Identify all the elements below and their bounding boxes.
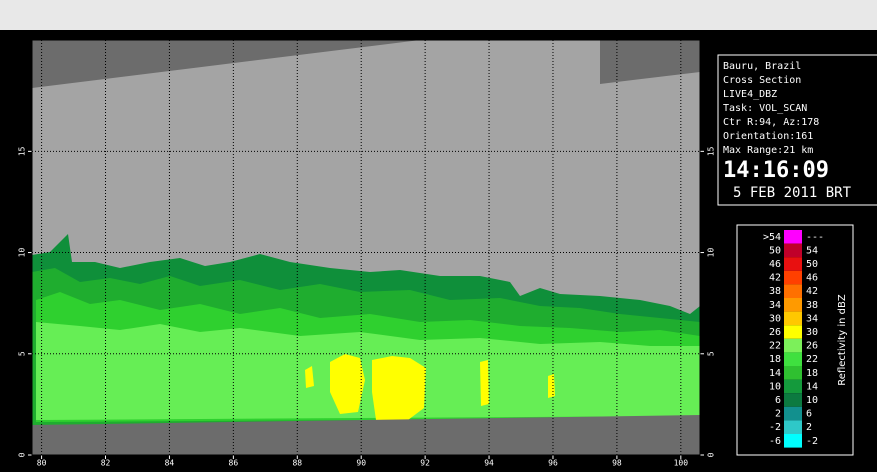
legend-low: 18 xyxy=(769,354,781,365)
legend-high: 6 xyxy=(806,409,812,420)
legend-high: 22 xyxy=(806,354,818,365)
info-line: Ctr R:94, Az:178 xyxy=(723,117,819,128)
info-line: Max Range:21 km xyxy=(723,145,813,156)
legend-low: -2 xyxy=(769,422,781,433)
x-tick-label: 96 xyxy=(548,459,558,468)
legend-swatch xyxy=(784,352,802,366)
legend-swatch xyxy=(784,270,802,285)
x-tick-label: 84 xyxy=(165,459,175,468)
legend-low: 14 xyxy=(769,368,781,379)
legend-low: 46 xyxy=(769,259,781,270)
legend-low: >54 xyxy=(763,232,781,243)
echo-core xyxy=(372,356,426,420)
info-line: Bauru, Brazil xyxy=(723,61,801,72)
legend-high: 42 xyxy=(806,286,818,297)
info-line: Task: VOL_SCAN xyxy=(723,103,807,114)
echo-core xyxy=(548,374,555,398)
x-tick-label: 88 xyxy=(292,459,302,468)
legend-low: 34 xyxy=(769,300,781,311)
legend-high: 26 xyxy=(806,341,818,352)
time: 14:16:09 xyxy=(723,158,829,183)
x-tick-label: 80 xyxy=(37,459,47,468)
legend-swatch xyxy=(784,338,802,353)
legend-swatch xyxy=(784,298,802,312)
y-tick-label: 15 xyxy=(707,146,716,156)
legend-high: 50 xyxy=(806,259,818,270)
legend-swatch xyxy=(784,325,802,339)
legend-high: 14 xyxy=(806,381,818,392)
out-of-range xyxy=(32,40,420,88)
legend-swatch xyxy=(784,420,802,434)
info-line: Orientation:161 xyxy=(723,131,813,142)
grid xyxy=(28,40,704,459)
legend-low: -6 xyxy=(769,436,781,447)
legend-high: 30 xyxy=(806,327,818,338)
legend-low: 38 xyxy=(769,286,781,297)
legend-high: -2 xyxy=(806,436,818,447)
y-tick-label: 5 xyxy=(18,351,27,356)
x-tick-label: 92 xyxy=(420,459,430,468)
legend-high: 2 xyxy=(806,422,812,433)
legend-high: 54 xyxy=(806,245,818,256)
legend-high: 10 xyxy=(806,395,818,406)
x-tick-label: 90 xyxy=(356,459,366,468)
y-tick-label: 5 xyxy=(707,351,716,356)
y-tick-label: 15 xyxy=(18,146,27,156)
x-tick-label: 86 xyxy=(229,459,239,468)
y-tick-label: 10 xyxy=(707,248,716,258)
legend-swatch xyxy=(784,406,802,421)
legend-low: 42 xyxy=(769,273,781,284)
legend-low: 26 xyxy=(769,327,781,338)
date: 5 FEB 2011 BRT xyxy=(733,185,852,201)
legend-low: 2 xyxy=(775,409,781,420)
cross-section-field xyxy=(32,40,700,455)
legend-high: --- xyxy=(806,232,824,243)
x-tick-label: 100 xyxy=(674,459,689,468)
y-tick-label: 0 xyxy=(18,452,27,457)
out-of-range xyxy=(600,40,700,84)
legend-low: 50 xyxy=(769,245,781,256)
y-tick-label: 0 xyxy=(707,452,716,457)
legend-swatch xyxy=(784,284,802,298)
legend-high: 18 xyxy=(806,368,818,379)
legend-low: 6 xyxy=(775,395,781,406)
info-panel xyxy=(717,54,877,206)
info-line: LIVE4_DBZ xyxy=(723,89,777,100)
echo-core xyxy=(480,360,489,406)
window-bar xyxy=(0,0,877,30)
legend-swatch xyxy=(784,311,802,326)
legend-high: 34 xyxy=(806,313,818,324)
y-tick-label: 10 xyxy=(18,248,27,258)
legend-high: 46 xyxy=(806,273,818,284)
legend-swatch xyxy=(784,434,802,448)
legend-low: 22 xyxy=(769,341,781,352)
x-tick-label: 82 xyxy=(101,459,111,468)
echo-level xyxy=(36,322,700,420)
legend-swatch xyxy=(784,393,802,407)
x-tick-label: 98 xyxy=(612,459,622,468)
legend-swatch xyxy=(784,243,802,258)
legend-low: 10 xyxy=(769,381,781,392)
ground xyxy=(32,415,700,455)
x-tick-label: 94 xyxy=(484,459,494,468)
info-line: Cross Section xyxy=(723,75,801,86)
legend-high: 38 xyxy=(806,300,818,311)
legend-low: 30 xyxy=(769,313,781,324)
legend-title: Reflectivity in dBZ xyxy=(837,294,848,386)
legend-swatch xyxy=(784,366,802,380)
legend-swatch xyxy=(784,230,802,244)
echo-core xyxy=(330,354,365,414)
plot-frame xyxy=(31,39,701,456)
legend-swatch xyxy=(784,257,802,271)
legend-swatch xyxy=(784,379,802,394)
echo-core xyxy=(305,366,314,388)
